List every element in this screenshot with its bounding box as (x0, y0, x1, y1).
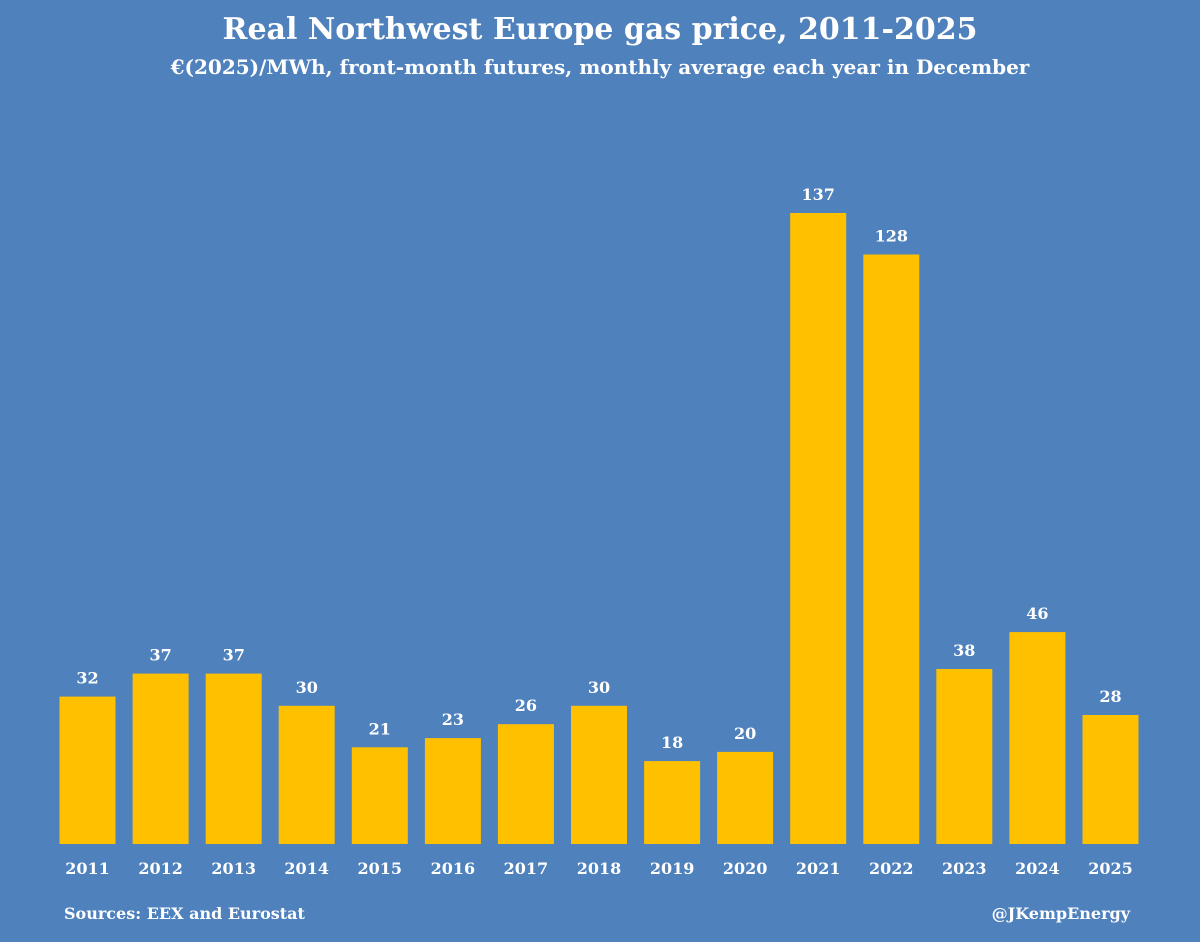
x-tick-label-2014: 2014 (284, 859, 329, 878)
bar-2011 (59, 696, 116, 844)
data-label-2023: 38 (953, 641, 975, 660)
bar-2025 (1082, 715, 1139, 844)
data-label-2018: 30 (588, 678, 610, 697)
data-label-2025: 28 (1099, 687, 1121, 706)
data-label-2022: 128 (875, 227, 908, 246)
bar-2015 (351, 747, 408, 844)
bar-2019 (644, 761, 701, 844)
data-label-2015: 21 (369, 719, 391, 738)
x-tick-label-2020: 2020 (723, 859, 768, 878)
bar-2014 (278, 705, 335, 844)
data-label-2020: 20 (734, 724, 756, 743)
bar-2021 (790, 213, 847, 844)
x-tick-label-2016: 2016 (431, 859, 476, 878)
bar-2022 (863, 254, 920, 844)
data-label-2017: 26 (515, 696, 537, 715)
data-label-2014: 30 (296, 678, 318, 697)
data-label-2012: 37 (149, 646, 171, 665)
x-tick-label-2024: 2024 (1015, 859, 1060, 878)
chart-subtitle: €(2025)/MWh, front-month futures, monthl… (170, 55, 1030, 79)
bar-2013 (205, 673, 262, 844)
bar-2020 (717, 751, 774, 844)
sources-note: Sources: EEX and Eurostat (64, 904, 305, 923)
data-label-2021: 137 (801, 185, 834, 204)
x-tick-label-2013: 2013 (211, 859, 256, 878)
bar-2024 (1009, 632, 1066, 844)
x-tick-label-2017: 2017 (504, 859, 549, 878)
chart-title: Real Northwest Europe gas price, 2011-20… (222, 12, 978, 47)
data-label-2016: 23 (442, 710, 464, 729)
x-tick-label-2018: 2018 (577, 859, 622, 878)
data-label-2013: 37 (223, 646, 245, 665)
author-credit: @JKempEnergy (991, 904, 1130, 923)
bar-2018 (571, 705, 627, 844)
x-tick-label-2021: 2021 (796, 859, 841, 878)
x-tick-label-2019: 2019 (650, 859, 695, 878)
data-label-2019: 18 (661, 733, 683, 752)
bar-2012 (132, 673, 189, 844)
x-tick-label-2011: 2011 (65, 859, 110, 878)
data-label-2011: 32 (76, 669, 98, 688)
bar-2023 (936, 669, 993, 844)
bar-2016 (424, 738, 481, 844)
x-tick-label-2015: 2015 (358, 859, 403, 878)
x-tick-label-2022: 2022 (869, 859, 914, 878)
x-tick-label-2012: 2012 (138, 859, 183, 878)
bar-2017 (497, 724, 554, 844)
x-tick-label-2025: 2025 (1088, 859, 1133, 878)
x-tick-label-2023: 2023 (942, 859, 987, 878)
data-label-2024: 46 (1026, 604, 1048, 623)
